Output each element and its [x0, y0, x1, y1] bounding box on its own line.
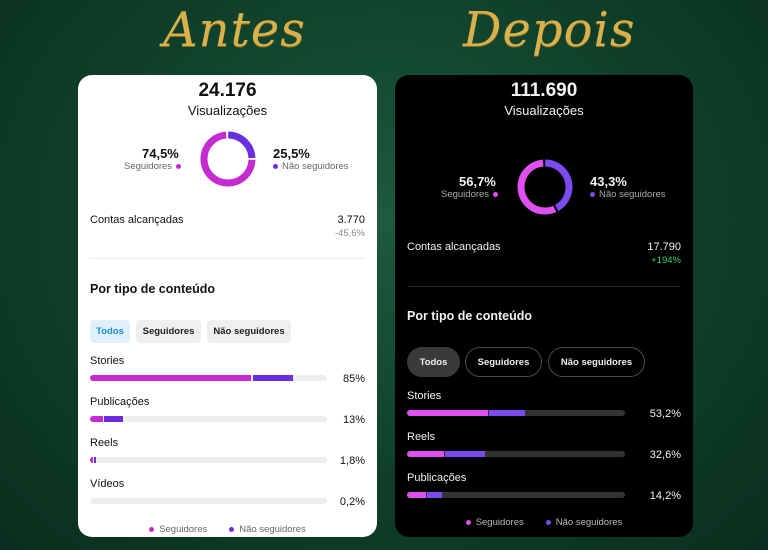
views-total: 24.176: [198, 80, 257, 101]
reach-label: Contas alcançadas: [90, 214, 184, 226]
non-followers-legend: Não seguidores: [590, 189, 666, 200]
row-bar-non-followers: [104, 416, 124, 422]
views-donut-chart: [517, 159, 573, 215]
legend-followers-label: Seguidores: [159, 524, 208, 535]
chart-legend: Seguidores Não seguidores: [395, 517, 693, 528]
views-donut-chart: [200, 131, 256, 187]
row-bar-followers: [90, 375, 252, 381]
reach-value: 17.790: [647, 241, 681, 253]
divider: [407, 286, 681, 287]
row-pct: 32,6%: [649, 449, 681, 461]
legend-non-followers-label: Não seguidores: [239, 524, 306, 535]
row-pct: 53,2%: [649, 408, 681, 420]
followers-dot-icon: [493, 192, 499, 197]
row-label: Publicações: [90, 396, 150, 408]
filter-non-followers-button[interactable]: Não seguidores: [207, 320, 291, 343]
reach-change: +194%: [651, 255, 681, 266]
legend-non-followers: Não seguidores: [545, 517, 623, 528]
row-label: Stories: [90, 355, 125, 367]
insights-card-before: 24.176 Visualizações 74,5% Seguidores 25…: [78, 75, 377, 537]
views-label: Visualizações: [504, 103, 584, 118]
row-bar-track: [90, 498, 327, 504]
legend-followers: Seguidores: [149, 524, 207, 535]
followers-label: Seguidores: [441, 189, 490, 200]
row-bar-non-followers: [445, 451, 485, 457]
row-label: Publicações: [407, 472, 467, 484]
row-pct: 1,8%: [339, 455, 365, 467]
followers-legend: Seguidores: [124, 161, 182, 172]
row-pct: 0,2%: [339, 496, 365, 508]
legend-non-followers-label: Não seguidores: [555, 517, 623, 528]
row-bar-followers: [90, 416, 104, 422]
row-bar-non-followers: [252, 375, 293, 381]
followers-dot-icon: [176, 164, 182, 169]
row-bar-followers: [407, 451, 445, 457]
legend-non-followers: Não seguidores: [229, 524, 306, 535]
non-followers-pct: 43,3%: [590, 174, 627, 189]
followers-label: Seguidores: [124, 161, 173, 172]
content-type-title: Por tipo de conteúdo: [407, 309, 532, 323]
non-followers-pct: 25,5%: [273, 146, 310, 161]
row-pct: 85%: [342, 373, 365, 385]
heading-before: Antes: [163, 2, 306, 58]
reach-value: 3.770: [337, 214, 365, 226]
donut-segment-followers: [200, 131, 256, 187]
legend-followers: Seguidores: [465, 517, 524, 528]
non-followers-dot-icon: [273, 164, 278, 169]
filter-non-followers-button[interactable]: Não seguidores: [548, 347, 645, 377]
filter-all-button[interactable]: Todos: [90, 320, 130, 343]
row-label: Reels: [407, 431, 436, 443]
followers-legend: Seguidores: [441, 189, 499, 200]
non-followers-label: Não seguidores: [282, 161, 349, 172]
row-bar-non-followers: [426, 492, 443, 498]
non-followers-legend: Não seguidores: [273, 161, 349, 172]
chart-legend: Seguidores Não seguidores: [78, 524, 377, 535]
followers-pct: 56,7%: [459, 174, 496, 189]
row-bar-non-followers: [94, 457, 97, 463]
row-bar-track: [90, 416, 327, 422]
legend-non-followers-dot-icon: [545, 520, 551, 525]
views-total: 111.690: [510, 80, 578, 101]
heading-after: Depois: [463, 2, 636, 58]
views-label: Visualizações: [187, 103, 268, 118]
row-bar-track: [90, 375, 327, 381]
filter-followers-button[interactable]: Seguidores: [136, 320, 201, 343]
reach-label: Contas alcançadas: [407, 241, 501, 253]
non-followers-dot-icon: [590, 192, 595, 197]
row-bar-followers: [407, 410, 488, 416]
legend-followers-dot-icon: [465, 520, 471, 525]
filter-all-button[interactable]: Todos: [407, 347, 460, 377]
insights-card-after: 111.690 Visualizações 56,7% Seguidores 4…: [395, 75, 693, 537]
row-pct: 13%: [342, 414, 365, 426]
row-label: Reels: [90, 437, 119, 449]
row-label: Stories: [407, 390, 442, 402]
row-label: Vídeos: [90, 478, 125, 490]
row-bar-track: [407, 492, 625, 498]
non-followers-label: Não seguidores: [599, 189, 666, 200]
content-type-title: Por tipo de conteúdo: [90, 282, 215, 296]
donut-segment-non-followers: [517, 159, 573, 215]
donut-segment-followers: [517, 159, 573, 215]
row-bar-track: [407, 410, 625, 416]
filter-followers-button[interactable]: Seguidores: [465, 347, 542, 377]
reach-change: -45,6%: [334, 228, 365, 239]
row-bar-track: [407, 451, 625, 457]
row-bar-followers: [407, 492, 426, 498]
row-bar-track: [90, 457, 327, 463]
row-bar-followers: [90, 457, 93, 463]
legend-non-followers-dot-icon: [229, 527, 235, 532]
followers-pct: 74,5%: [142, 146, 179, 161]
divider: [90, 258, 365, 259]
row-pct: 14,2%: [649, 490, 681, 502]
legend-followers-label: Seguidores: [475, 517, 524, 528]
legend-followers-dot-icon: [149, 527, 155, 532]
row-bar-non-followers: [488, 410, 525, 416]
